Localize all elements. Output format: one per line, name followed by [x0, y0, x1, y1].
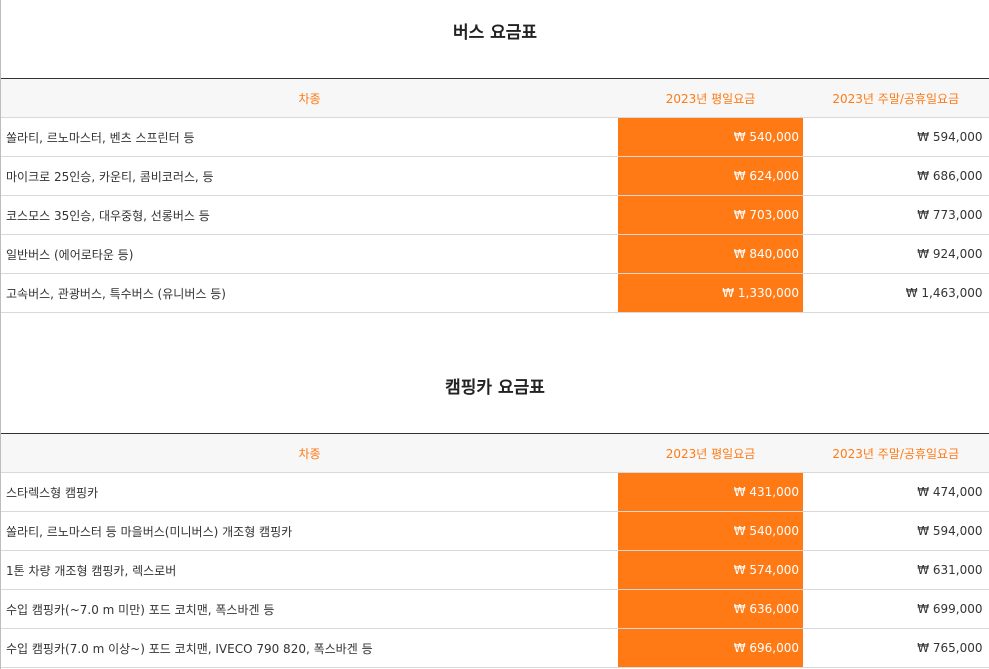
vehicle-cell: 마이크로 25인승, 카운티, 콤비코러스, 등: [1, 156, 618, 196]
weekend-fare-cell: ₩ 594,000: [803, 511, 989, 551]
weekday-fare-cell: ₩ 1,330,000: [618, 273, 803, 313]
table-header-row: 차종 2023년 평일요금 2023년 주말/공휴일요금: [1, 433, 989, 473]
table-row: 일반버스 (에어로타운 등) ₩ 840,000 ₩ 924,000: [1, 234, 989, 274]
table-row: 코스모스 35인승, 대우중형, 선롱버스 등 ₩ 703,000 ₩ 773,…: [1, 195, 989, 235]
weekend-fare-cell: ₩ 686,000: [803, 156, 989, 196]
weekend-fare-cell: ₩ 773,000: [803, 195, 989, 235]
vehicle-cell: 쏠라티, 르노마스터 등 마을버스(미니버스) 개조형 캠핑카: [1, 511, 618, 551]
weekday-fare-cell: ₩ 703,000: [618, 195, 803, 235]
table-row: 쏠라티, 르노마스터 등 마을버스(미니버스) 개조형 캠핑카 ₩ 540,00…: [1, 511, 989, 551]
header-weekend-fare: 2023년 주말/공휴일요금: [803, 433, 989, 473]
table-row: 1톤 차량 개조형 캠핑카, 렉스로버 ₩ 574,000 ₩ 631,000: [1, 550, 989, 590]
bus-fare-table: 차종 2023년 평일요금 2023년 주말/공휴일요금 쏠라티, 르노마스터,…: [1, 78, 989, 313]
weekend-fare-cell: ₩ 1,463,000: [803, 273, 989, 313]
vehicle-cell: 일반버스 (에어로타운 등): [1, 234, 618, 274]
table-header-row: 차종 2023년 평일요금 2023년 주말/공휴일요금: [1, 78, 989, 118]
header-weekday-fare: 2023년 평일요금: [618, 433, 803, 473]
weekend-fare-cell: ₩ 765,000: [803, 628, 989, 668]
vehicle-cell: 수입 캠핑카(~7.0 m 미만) 포드 코치맨, 폭스바겐 등: [1, 589, 618, 629]
vehicle-cell: 고속버스, 관광버스, 특수버스 (유니버스 등): [1, 273, 618, 313]
weekday-fare-cell: ₩ 540,000: [618, 117, 803, 157]
table-row: 고속버스, 관광버스, 특수버스 (유니버스 등) ₩ 1,330,000 ₩ …: [1, 273, 989, 313]
camping-fare-table: 차종 2023년 평일요금 2023년 주말/공휴일요금 스타렉스형 캠핑카 ₩…: [1, 433, 989, 668]
weekend-fare-cell: ₩ 594,000: [803, 117, 989, 157]
vehicle-cell: 코스모스 35인승, 대우중형, 선롱버스 등: [1, 195, 618, 235]
weekday-fare-cell: ₩ 431,000: [618, 472, 803, 512]
weekend-fare-cell: ₩ 699,000: [803, 589, 989, 629]
table-row: 마이크로 25인승, 카운티, 콤비코러스, 등 ₩ 624,000 ₩ 686…: [1, 156, 989, 196]
header-weekend-fare: 2023년 주말/공휴일요금: [803, 78, 989, 118]
header-vehicle: 차종: [1, 433, 618, 473]
table-row: 수입 캠핑카(~7.0 m 미만) 포드 코치맨, 폭스바겐 등 ₩ 636,0…: [1, 589, 989, 629]
weekday-fare-cell: ₩ 574,000: [618, 550, 803, 590]
table-row: 스타렉스형 캠핑카 ₩ 431,000 ₩ 474,000: [1, 472, 989, 512]
vehicle-cell: 스타렉스형 캠핑카: [1, 472, 618, 512]
weekday-fare-cell: ₩ 540,000: [618, 511, 803, 551]
weekday-fare-cell: ₩ 624,000: [618, 156, 803, 196]
weekend-fare-cell: ₩ 474,000: [803, 472, 989, 512]
vehicle-cell: 수입 캠핑카(7.0 m 이상~) 포드 코치맨, IVECO 790 820,…: [1, 628, 618, 668]
bus-fare-title: 버스 요금표: [452, 23, 538, 43]
weekday-fare-cell: ₩ 840,000: [618, 234, 803, 274]
vehicle-cell: 1톤 차량 개조형 캠핑카, 렉스로버: [1, 550, 618, 590]
vehicle-cell: 쏠라티, 르노마스터, 벤츠 스프린터 등: [1, 117, 618, 157]
weekday-fare-cell: ₩ 696,000: [618, 628, 803, 668]
header-vehicle: 차종: [1, 78, 618, 118]
table-row: 쏠라티, 르노마스터, 벤츠 스프린터 등 ₩ 540,000 ₩ 594,00…: [1, 117, 989, 157]
weekend-fare-cell: ₩ 924,000: [803, 234, 989, 274]
camping-fare-title: 캠핑카 요금표: [445, 378, 545, 398]
table-row: 수입 캠핑카(7.0 m 이상~) 포드 코치맨, IVECO 790 820,…: [1, 628, 989, 668]
weekday-fare-cell: ₩ 636,000: [618, 589, 803, 629]
weekend-fare-cell: ₩ 631,000: [803, 550, 989, 590]
header-weekday-fare: 2023년 평일요금: [618, 78, 803, 118]
